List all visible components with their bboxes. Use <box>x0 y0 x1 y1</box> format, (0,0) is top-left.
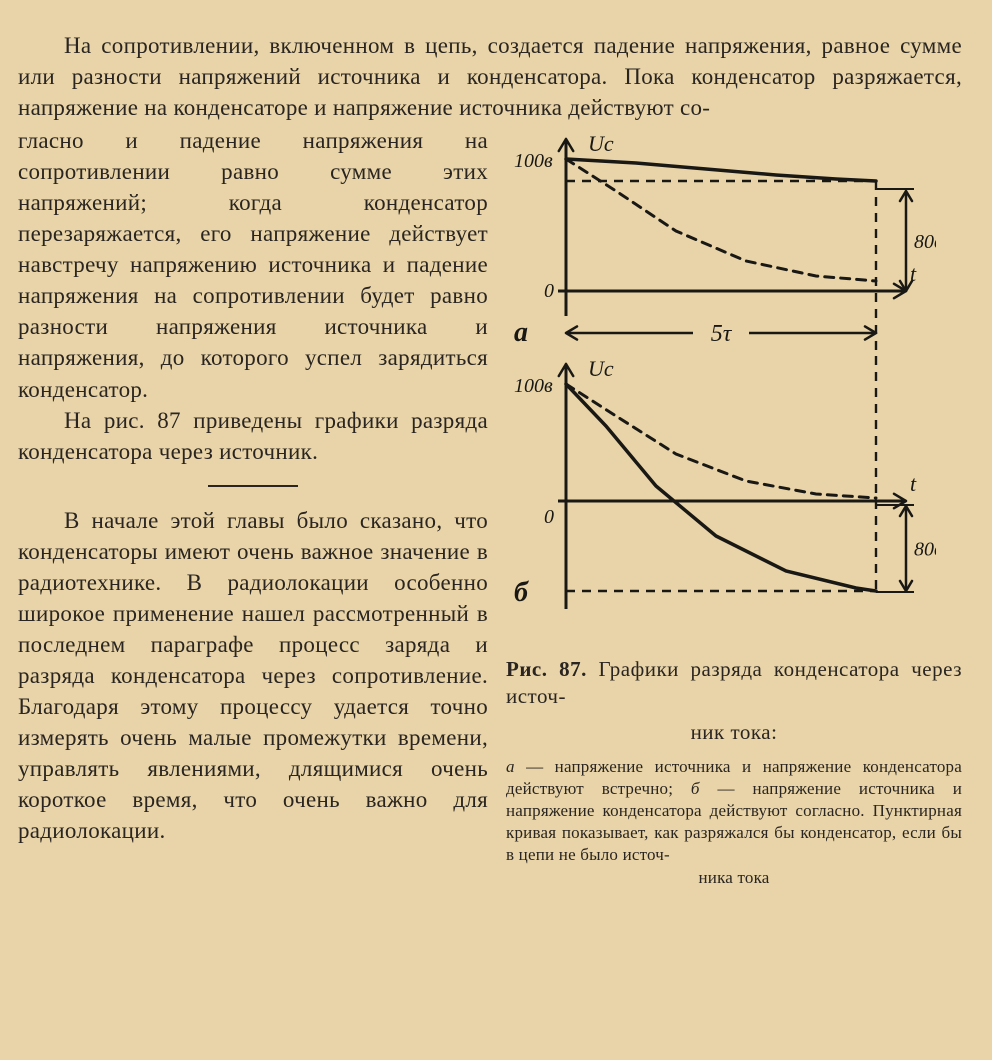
svg-text:0: 0 <box>544 506 554 528</box>
svg-text:5τ: 5τ <box>711 321 733 347</box>
figure-subcaption-end: ника тока <box>506 867 962 889</box>
svg-text:80в: 80в <box>914 231 936 253</box>
paragraph-2: На рис. 87 приведены графики разряда кон… <box>18 405 488 467</box>
svg-text:t: t <box>910 471 917 496</box>
svg-text:б: б <box>514 577 529 608</box>
caption-bold: Рис. 87. <box>506 657 587 681</box>
subcap-a-label: а <box>506 757 515 776</box>
svg-text:Uс: Uс <box>588 131 614 156</box>
two-column-row: гласно и падение напряжения на сопротивл… <box>18 125 962 888</box>
section-divider <box>208 485 298 487</box>
paragraph-3: В начале этой главы было сказано, что ко… <box>18 505 488 847</box>
svg-text:а: а <box>514 317 528 348</box>
paragraph-1-full: На сопротивлении, включенном в цепь, соз… <box>18 30 962 123</box>
figure-caption-line2: ник тока: <box>506 719 962 746</box>
figure-caption-line1: Рис. 87. Графики разряда конденсатора че… <box>506 656 962 711</box>
chart-a: Uс100в0tа5τ80в <box>506 131 936 356</box>
subcap-b-label: б <box>691 779 700 798</box>
svg-text:80в: 80в <box>914 539 936 561</box>
paragraph-1-continued: гласно и падение напряжения на сопротивл… <box>18 125 488 404</box>
chart-b: Uс 100в 0 t б 80в <box>506 356 936 646</box>
left-column: гласно и падение напряжения на сопротивл… <box>18 125 488 888</box>
svg-text:Uс: Uс <box>588 356 614 381</box>
svg-text:100в: 100в <box>514 150 553 172</box>
svg-text:0: 0 <box>544 280 554 302</box>
page: На сопротивлении, включенном в цепь, соз… <box>0 0 992 919</box>
figure-subcaption: а — напряжение источника и напряжение ко… <box>506 756 962 866</box>
figure-87: Uс 100в 0 t а 5τ 80в Uс 100в 0 t б 80в <box>506 131 936 646</box>
right-column: Uс 100в 0 t а 5τ 80в Uс 100в 0 t б 80в Рис. 87. Гра… <box>506 125 962 888</box>
svg-text:100в: 100в <box>514 375 553 397</box>
